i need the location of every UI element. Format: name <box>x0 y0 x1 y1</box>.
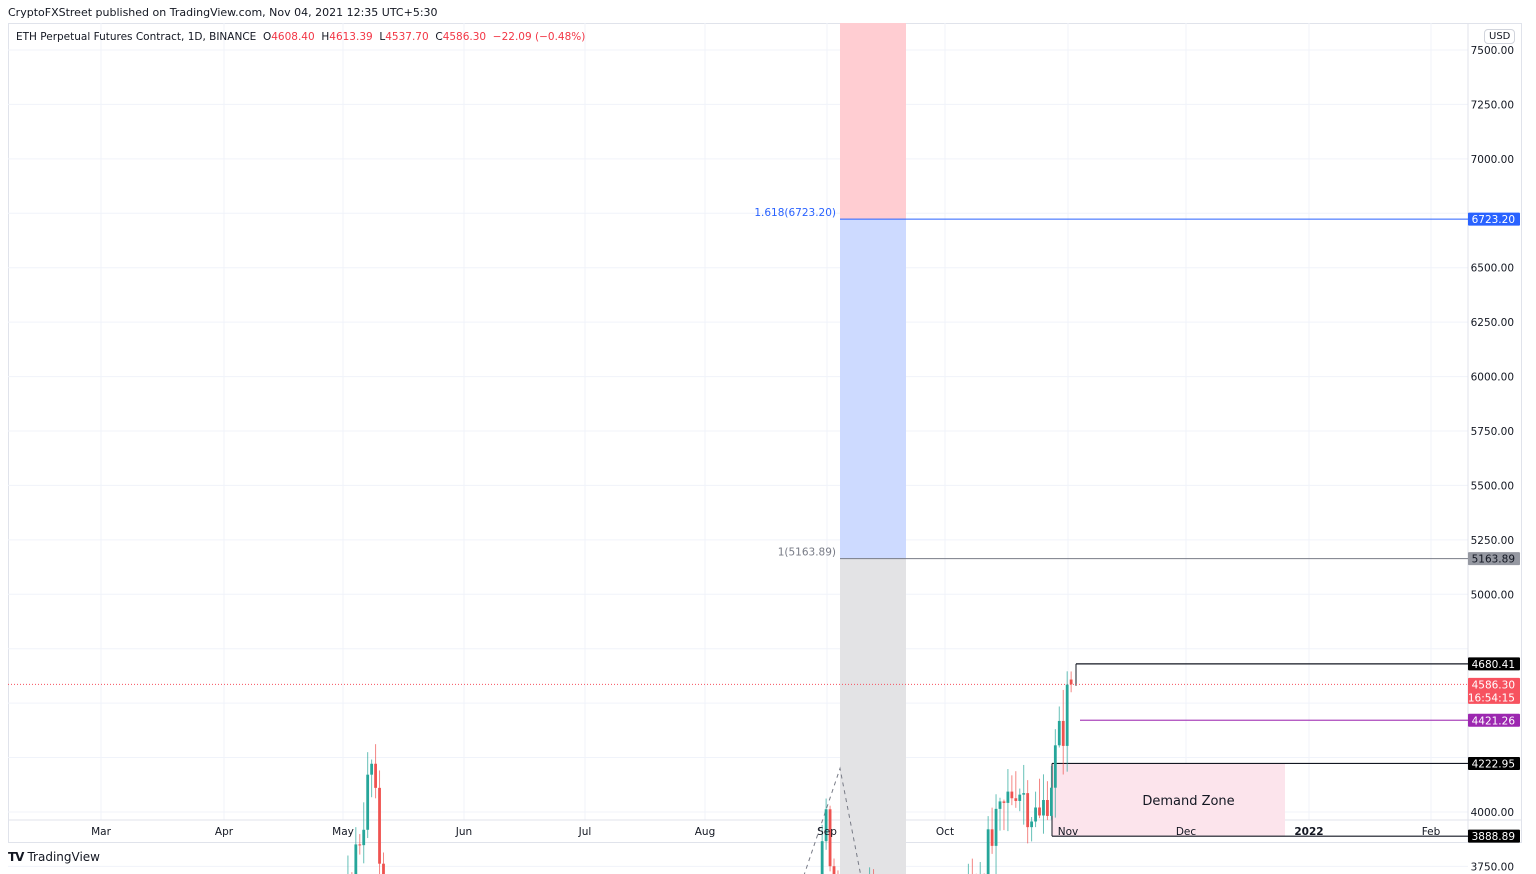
y-tick-label: 6000.00 <box>1471 372 1514 384</box>
price-tag: 5163.89 <box>1468 552 1520 566</box>
svg-text:3888.89: 3888.89 <box>1472 831 1515 843</box>
zone-label: Demand Zone <box>1142 794 1234 809</box>
x-tick-label: May <box>332 826 354 838</box>
svg-text:16:54:15: 16:54:15 <box>1468 692 1515 704</box>
close-value: 4586.30 <box>442 31 487 43</box>
y-tick-label: 7250.00 <box>1471 99 1514 111</box>
svg-text:4222.95: 4222.95 <box>1472 758 1515 770</box>
open-value: 4608.40 <box>271 31 315 43</box>
price-tag: 4421.26 <box>1468 713 1520 727</box>
x-tick-label: Sep <box>817 826 837 838</box>
y-tick-label: 5000.00 <box>1471 589 1514 601</box>
x-tick-label: Mar <box>91 826 111 838</box>
x-tick-label: Aug <box>695 826 716 838</box>
y-tick-label: 5750.00 <box>1471 426 1514 438</box>
svg-text:4680.41: 4680.41 <box>1472 659 1515 671</box>
tradingview-logo-icon: TV <box>8 850 25 864</box>
ohlc-legend: ETH Perpetual Futures Contract, 1D, BINA… <box>16 31 586 43</box>
high-value: 4613.39 <box>329 31 373 43</box>
footer-brand: TV TradingView <box>8 850 100 864</box>
fib-extension[interactable]: 1.618(6723.20)1(5163.89)0(2640.74) <box>754 23 1468 874</box>
y-axis[interactable]: 7500.00 7250.00 7000.00 6500.00 6250.00 6000.… <box>1471 45 1514 874</box>
price-tag: 6723.20 <box>1468 212 1520 226</box>
y-tick-label: 6250.00 <box>1471 317 1514 329</box>
x-tick-label: Dec <box>1176 826 1197 838</box>
publisher-line: CryptoFXStreet published on TradingView.… <box>8 6 438 19</box>
low-value: 4537.70 <box>385 31 429 43</box>
x-tick-label: 2022 <box>1294 826 1323 838</box>
symbol-title: ETH Perpetual Futures Contract, 1D, BINA… <box>16 31 257 43</box>
x-tick-label: Oct <box>936 826 954 838</box>
y-tick-label: 5250.00 <box>1471 535 1514 547</box>
price-tag: 4222.95 <box>1468 756 1520 770</box>
x-tick-label: Jun <box>455 826 472 838</box>
y-tick-label: 4000.00 <box>1471 807 1514 819</box>
currency-button[interactable]: USD <box>1484 29 1516 44</box>
svg-text:5163.89: 5163.89 <box>1472 554 1515 566</box>
y-tick-label: 6500.00 <box>1471 263 1514 275</box>
x-tick-label: Jul <box>578 826 592 838</box>
x-tick-label: Apr <box>215 826 234 838</box>
grid <box>8 23 1468 867</box>
x-tick-label: Feb <box>1422 826 1441 838</box>
y-tick-label: 5500.00 <box>1471 480 1514 492</box>
price-tag: 3888.89 <box>1468 829 1520 843</box>
brand-name: TradingView <box>27 850 100 864</box>
y-tick-label: 7000.00 <box>1471 154 1514 166</box>
svg-text:4586.30: 4586.30 <box>1472 679 1515 691</box>
demand-zone[interactable]: Demand Zone <box>1052 763 1285 837</box>
candles <box>347 671 1073 874</box>
x-axis[interactable]: Mar Apr May Jun Jul Aug Sep Oct Nov Dec 2022 Feb <box>91 826 1441 838</box>
change-value: −22.09 (−0.48%) <box>492 31 586 43</box>
price-tag: 4680.41 <box>1468 657 1520 671</box>
fib-trend-line[interactable] <box>658 766 906 874</box>
fib-level-label: 1(5163.89) <box>778 547 836 559</box>
y-tick-label: 3750.00 <box>1471 861 1514 873</box>
svg-text:4421.26: 4421.26 <box>1472 715 1516 727</box>
x-tick-label: Nov <box>1058 826 1079 838</box>
y-tick-label: 7500.00 <box>1471 45 1514 57</box>
svg-text:6723.20: 6723.20 <box>1472 214 1515 226</box>
fib-level-label: 1.618(6723.20) <box>754 207 836 219</box>
chart-frame <box>8 23 1522 843</box>
